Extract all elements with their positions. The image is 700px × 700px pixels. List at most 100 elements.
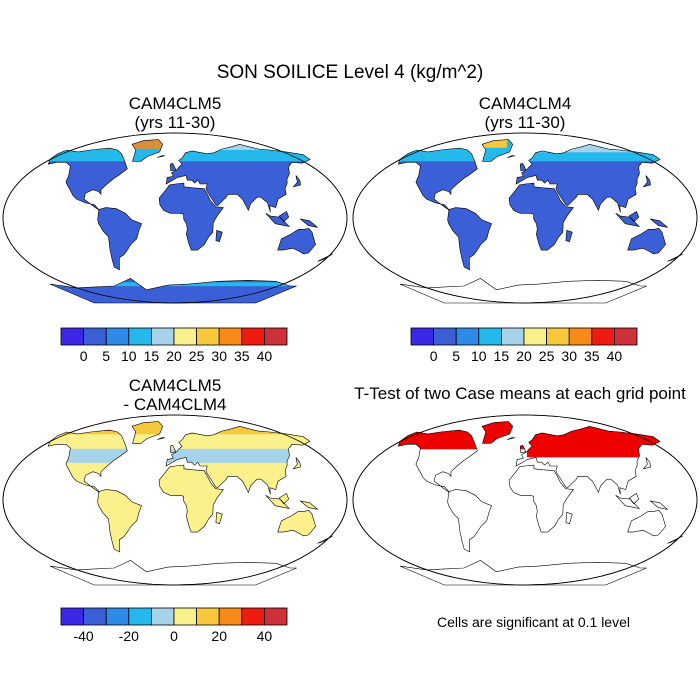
colorbar-tick-label: 10 xyxy=(121,348,137,364)
map-panel-cam4clm5 xyxy=(2,132,348,304)
colorbar-swatch xyxy=(263,327,288,346)
colorbar-tick-label: 0 xyxy=(170,628,178,644)
coastline-indonesia xyxy=(265,213,291,227)
coastline-africa xyxy=(508,464,574,533)
coastline-south-america xyxy=(97,489,142,553)
coastline-borneo xyxy=(628,492,640,505)
coastline-antarctica xyxy=(399,560,647,586)
colorbar-swatch xyxy=(105,327,130,346)
colorbar-swatch xyxy=(501,327,525,346)
colorbar-swatch xyxy=(241,607,265,626)
colorbar-tick-label: 25 xyxy=(189,348,205,364)
coastline-new-zealand xyxy=(317,253,333,262)
colorbar-swatch xyxy=(591,327,615,346)
coastline-greenland xyxy=(131,421,164,444)
colorbar-difference: -40 -20 0 20 40 xyxy=(60,607,288,644)
coastline-borneo xyxy=(278,210,290,223)
coastline-madagascar xyxy=(215,229,223,242)
panel4-title-line1: T-Test of two Case means at each grid po… xyxy=(354,384,686,403)
colorbar-swatch xyxy=(523,327,548,346)
panel1-title-line1: CAM4CLM5 xyxy=(128,94,222,113)
colorbar-swatch xyxy=(196,607,220,626)
colorbar-tick-label: 20 xyxy=(166,348,182,364)
colorbar-swatch xyxy=(151,327,175,346)
colorbar-swatch xyxy=(196,327,220,346)
colorbar-swatch xyxy=(60,327,85,346)
cold-band-greenland xyxy=(482,139,507,148)
coastline-north-america xyxy=(397,429,478,493)
colorbar-tick-label: 15 xyxy=(494,348,510,364)
coastline-north-america xyxy=(47,147,128,211)
coastline-australia xyxy=(277,510,316,537)
colorbar-swatch xyxy=(128,327,152,346)
coastline-antarctica xyxy=(49,560,297,586)
map-panel-cam4clm4 xyxy=(352,132,698,304)
colorbar-swatch xyxy=(105,607,130,626)
panel3-title: CAM4CLM5 - CAM4CLM4 xyxy=(35,376,315,414)
colorbar-swatch xyxy=(173,327,198,346)
coastline-greenland xyxy=(481,421,514,444)
main-title: SON SOILICE Level 4 (kg/m^2) xyxy=(216,62,484,83)
colorbar-tick-label: 30 xyxy=(561,348,577,364)
coastline-iceland xyxy=(507,437,515,440)
coastline-eurasia xyxy=(165,143,311,213)
colorbar-tick-label: 35 xyxy=(234,348,250,364)
coastline-australia xyxy=(277,228,316,255)
colorbar-tick-label: -20 xyxy=(119,628,139,644)
coastline-iceland xyxy=(157,437,165,440)
coastline-japan xyxy=(292,175,301,188)
panel2-title-line2: (yrs 11-30) xyxy=(484,113,566,132)
colorbar-tick-label: 10 xyxy=(471,348,487,364)
panel3-title-line2: - CAM4CLM4 xyxy=(123,395,227,414)
panel4-title: T-Test of two Case means at each grid po… xyxy=(340,384,700,403)
colorbar-swatch xyxy=(433,327,457,346)
colorbar-cam4clm5: 0 5 10 15 20 25 30 35 40 xyxy=(60,327,288,364)
colorbar-tick-label: 25 xyxy=(539,348,555,364)
coastline-new-zealand xyxy=(667,535,683,544)
colorbar-swatch xyxy=(455,327,480,346)
colorbar-tick-label: 30 xyxy=(211,348,227,364)
colorbar-swatch xyxy=(151,607,175,626)
colorbar-swatch xyxy=(546,327,570,346)
coastline-eurasia xyxy=(515,143,661,213)
map-panel-ttest xyxy=(352,414,698,586)
coastline-uk xyxy=(519,162,527,172)
panel1-title-line2: (yrs 11-30) xyxy=(134,113,216,132)
coastline-south-america xyxy=(447,489,492,553)
coastline-greenland xyxy=(131,139,164,162)
coastline-uk xyxy=(169,162,177,172)
colorbar-swatch xyxy=(83,607,107,626)
coastline-borneo xyxy=(628,210,640,223)
coastline-borneo xyxy=(278,492,290,505)
coastline-uk xyxy=(169,444,177,454)
coastline-japan xyxy=(292,457,301,470)
coastline-new-guinea xyxy=(300,218,318,228)
colorbar-tick-label: 15 xyxy=(144,348,160,364)
coastline-japan xyxy=(642,457,651,470)
coastline-madagascar xyxy=(565,511,573,524)
colorbar-swatch xyxy=(128,607,152,626)
coastline-south-america xyxy=(447,207,492,271)
map-frame-outline xyxy=(2,414,348,586)
map-frame-outline xyxy=(2,132,348,304)
panel2-title: CAM4CLM4 (yrs 11-30) xyxy=(385,94,665,132)
colorbar-tick-label: -40 xyxy=(73,628,93,644)
panel1-title: CAM4CLM5 (yrs 11-30) xyxy=(35,94,315,132)
coastline-indonesia xyxy=(615,495,641,509)
colorbar-swatch xyxy=(478,327,502,346)
colorbar-swatch xyxy=(83,327,107,346)
colorbar-tick-label: 20 xyxy=(211,628,227,644)
colorbar-swatch xyxy=(218,327,243,346)
coastline-australia xyxy=(627,228,666,255)
colorbar-swatch xyxy=(173,607,198,626)
coastline-africa xyxy=(508,182,574,251)
coastline-new-guinea xyxy=(300,500,318,510)
coastline-new-guinea xyxy=(650,218,668,228)
coastline-uk xyxy=(519,444,527,454)
colorbar-tick-label: 40 xyxy=(257,628,273,644)
colorbar-tick-label: 20 xyxy=(516,348,532,364)
coastline-new-guinea xyxy=(650,500,668,510)
map-panel-difference xyxy=(2,414,348,586)
colorbar-tick-label: 35 xyxy=(584,348,600,364)
colorbar-swatch xyxy=(241,327,265,346)
